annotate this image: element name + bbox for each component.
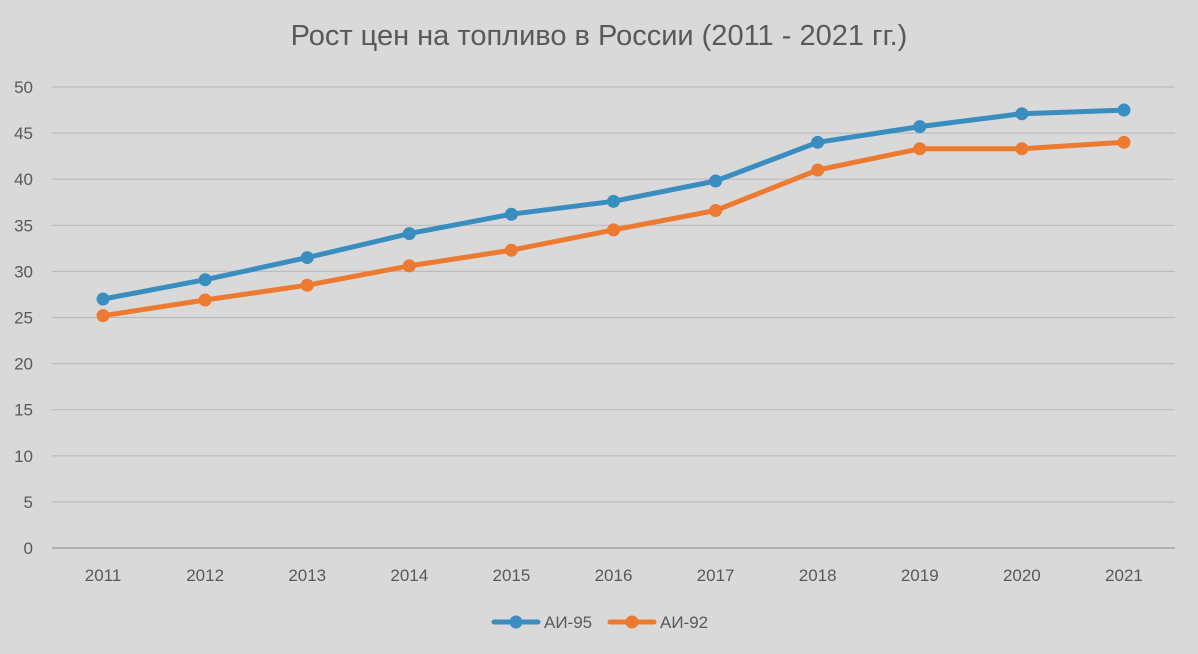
data-point — [96, 309, 110, 323]
series-2 — [96, 135, 1131, 323]
legend-swatch-marker — [509, 615, 523, 629]
x-tick-label: 2013 — [288, 566, 326, 585]
y-tick-label: 5 — [24, 493, 33, 512]
legend-swatch-marker — [625, 615, 639, 629]
y-tick-label: 40 — [14, 170, 33, 189]
data-point — [913, 142, 927, 156]
legend-item: АИ-92 — [607, 613, 708, 632]
x-tick-label: 2019 — [901, 566, 939, 585]
data-point — [607, 194, 620, 208]
data-point — [1015, 107, 1029, 121]
data-point — [198, 293, 212, 307]
y-tick-label: 20 — [14, 355, 33, 374]
data-point — [1117, 103, 1131, 117]
series-1 — [96, 103, 1131, 306]
legend-label: АИ-95 — [544, 613, 592, 632]
y-tick-label: 45 — [14, 124, 33, 143]
legend-label: АИ-92 — [660, 613, 708, 632]
data-point — [402, 227, 416, 241]
data-point — [811, 135, 825, 149]
x-tick-label: 2020 — [1003, 566, 1041, 585]
x-tick-label: 2018 — [799, 566, 837, 585]
legend-item: АИ-95 — [491, 613, 592, 632]
data-point — [811, 163, 825, 177]
data-point — [300, 251, 314, 265]
x-tick-label: 2012 — [186, 566, 224, 585]
data-point — [402, 259, 416, 273]
y-tick-label: 50 — [14, 78, 33, 97]
y-tick-label: 15 — [14, 401, 33, 420]
data-point — [198, 273, 212, 287]
y-tick-label: 0 — [24, 539, 33, 558]
data-point — [607, 223, 620, 237]
y-tick-label: 35 — [14, 216, 33, 235]
x-tick-label: 2021 — [1105, 566, 1143, 585]
x-tick-label: 2015 — [492, 566, 530, 585]
data-point — [913, 120, 927, 134]
y-tick-label: 30 — [14, 262, 33, 281]
y-tick-label: 25 — [14, 309, 33, 328]
chart-title: Рост цен на топливо в России (2011 - 202… — [290, 20, 908, 52]
data-point — [504, 207, 518, 221]
data-point — [1015, 142, 1029, 156]
x-tick-label: 2017 — [697, 566, 735, 585]
x-tick-label: 2014 — [390, 566, 428, 585]
data-point — [96, 292, 110, 306]
data-point — [709, 204, 723, 218]
x-tick-label: 2016 — [595, 566, 633, 585]
x-tick-label: 2011 — [85, 566, 122, 585]
data-point — [709, 174, 723, 188]
y-tick-label: 10 — [14, 447, 33, 466]
data-point — [504, 243, 518, 257]
data-point — [1117, 135, 1131, 149]
data-point — [300, 278, 314, 292]
